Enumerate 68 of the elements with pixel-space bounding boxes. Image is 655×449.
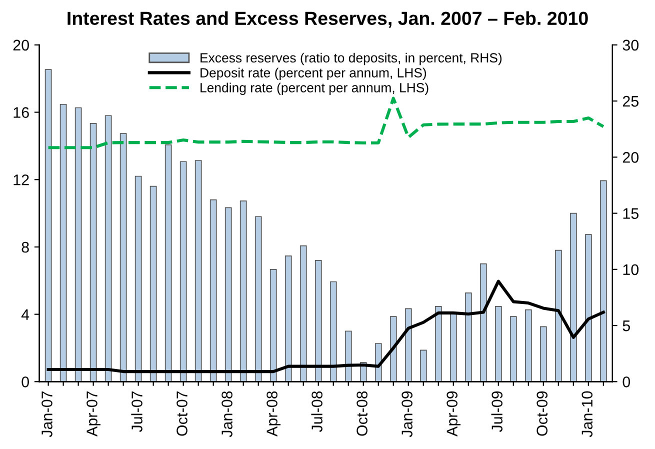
bar xyxy=(90,123,97,382)
legend-label: Excess reserves (ratio to deposits, in percent, RHS) xyxy=(200,52,502,66)
bar xyxy=(554,250,562,382)
bar xyxy=(74,107,82,382)
y2-tick-label: 25 xyxy=(622,96,638,107)
line-series xyxy=(46,96,605,150)
bar xyxy=(450,312,457,382)
bar xyxy=(464,292,472,382)
bar xyxy=(420,350,427,382)
x-tick-label: Jul-09 xyxy=(491,391,502,432)
bar xyxy=(300,245,307,382)
bar xyxy=(150,186,157,382)
bar xyxy=(164,144,172,382)
y-tick-label: 4 xyxy=(21,309,30,320)
chart-title: Interest Rates and Excess Reserves, Jan. 2007 – Feb. 2010 xyxy=(68,11,588,28)
bar xyxy=(585,234,592,382)
x-tick-label: Jan-09 xyxy=(402,391,412,438)
bar xyxy=(314,260,322,382)
y2-tick-label: 30 xyxy=(622,40,639,51)
y-tick-label: 0 xyxy=(22,376,29,388)
x-tick-label: Oct-08 xyxy=(356,391,368,436)
x-tick-label: Jul-08 xyxy=(311,391,322,432)
x-tick-label: Jan-10 xyxy=(582,391,593,438)
y2-tick-label: 20 xyxy=(622,152,639,163)
bar xyxy=(254,216,262,382)
bar xyxy=(570,212,577,382)
x-tick-label: Oct-07 xyxy=(176,391,188,436)
bar xyxy=(600,180,607,382)
bar xyxy=(540,326,547,382)
bar xyxy=(104,115,112,382)
bar xyxy=(240,200,247,382)
x-tick-label: Jul-07 xyxy=(131,391,142,432)
bar xyxy=(60,104,67,382)
bar xyxy=(344,330,352,382)
x-tick-label: Jan-08 xyxy=(222,391,232,438)
y2-tick-label: 15 xyxy=(623,208,638,219)
y-tick-label: 20 xyxy=(13,40,29,51)
y2-tick-label: 0 xyxy=(622,376,630,388)
y-tick-label: 16 xyxy=(14,107,29,118)
bar xyxy=(194,160,202,382)
bar xyxy=(510,316,517,382)
y2-tick-label: 10 xyxy=(623,264,639,276)
bar xyxy=(524,309,532,382)
bar xyxy=(44,69,52,382)
bar xyxy=(270,268,277,382)
bar xyxy=(210,199,217,382)
bar xyxy=(390,316,397,382)
bar xyxy=(284,256,292,382)
bar xyxy=(404,308,412,382)
bar xyxy=(480,263,487,382)
x-tick-label: Apr-07 xyxy=(86,391,100,436)
y-tick-label: 8 xyxy=(22,242,29,253)
legend-label: Lending rate (percent per annum, LHS) xyxy=(200,82,428,95)
y2-tick-label: 5 xyxy=(622,320,630,332)
line-series xyxy=(46,280,605,374)
bar xyxy=(134,176,142,382)
x-tick-label: Oct-09 xyxy=(536,391,548,436)
bar xyxy=(434,306,442,382)
x-tick-label: Jan-07 xyxy=(42,391,52,438)
y-tick-label: 12 xyxy=(14,174,29,186)
x-tick-label: Apr-09 xyxy=(446,391,461,436)
bar xyxy=(494,306,502,382)
x-tick-label: Apr-08 xyxy=(266,391,280,436)
bar xyxy=(120,133,127,382)
bar xyxy=(330,281,337,382)
legend-label: Deposit rate (percent per annum, LHS) xyxy=(200,68,426,80)
bar xyxy=(224,207,232,382)
bar xyxy=(180,161,187,382)
